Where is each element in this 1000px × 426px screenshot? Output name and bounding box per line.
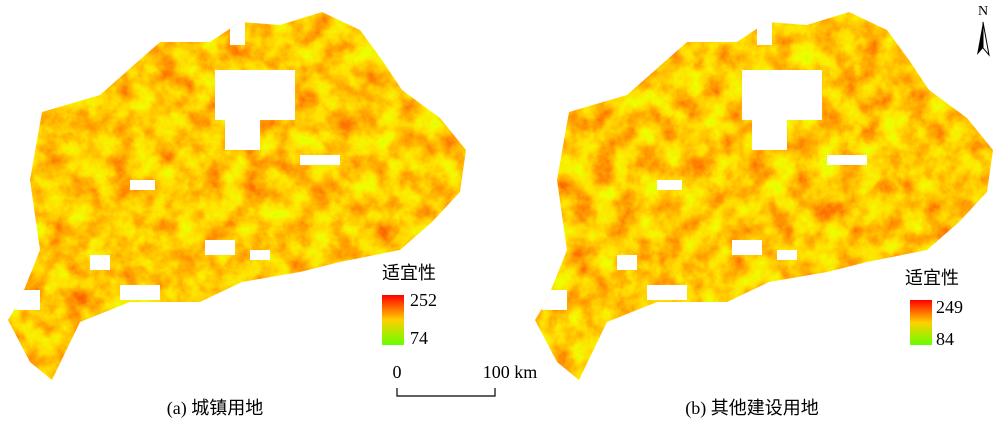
legend-max: 252 (410, 290, 437, 310)
legend-min: 74 (410, 328, 428, 348)
legend-min: 84 (936, 329, 954, 349)
legend-ramp (382, 295, 404, 345)
legend-title: 适宜性 (905, 268, 959, 288)
north-arrow (982, 21, 990, 57)
map-a (8, 12, 466, 380)
legend-title: 适宜性 (382, 263, 436, 283)
scale-start: 0 (393, 362, 402, 382)
scale-bar (396, 388, 496, 397)
legend-max: 249 (936, 297, 963, 317)
north-label: N (978, 4, 988, 19)
caption: (b) 其他建设用地 (685, 398, 819, 419)
legend-ramp (910, 300, 932, 345)
scale-end: 100 km (483, 362, 538, 382)
caption: (a) 城镇用地 (167, 398, 263, 419)
north-arrow (977, 22, 983, 55)
